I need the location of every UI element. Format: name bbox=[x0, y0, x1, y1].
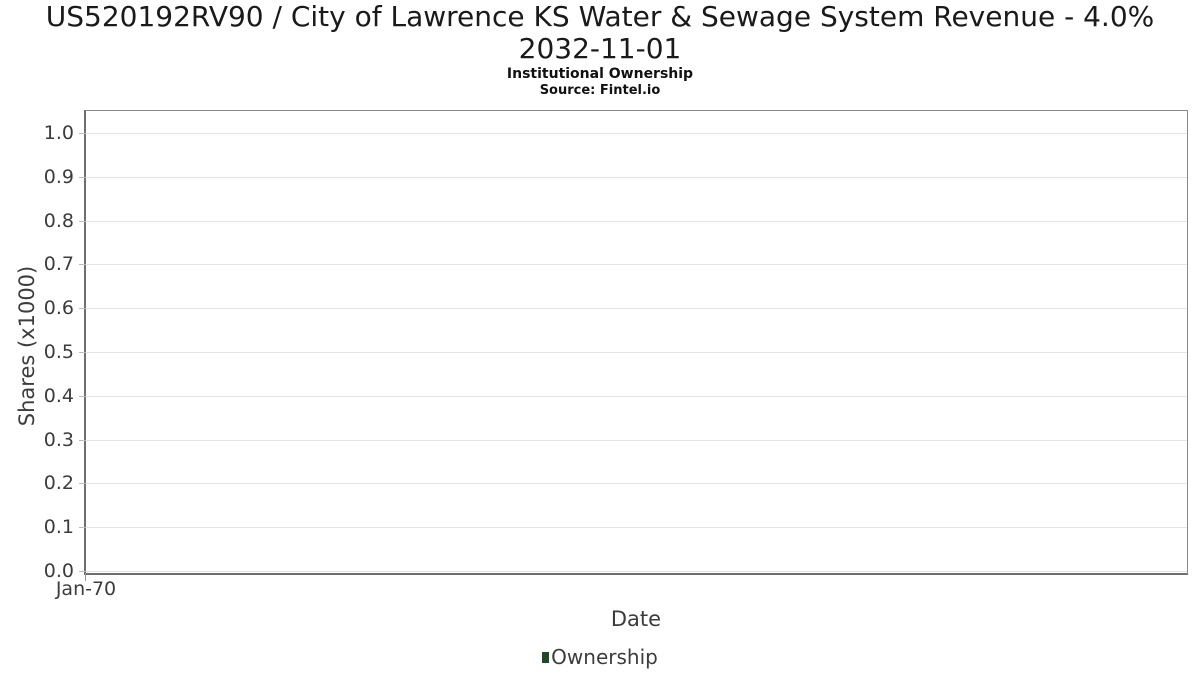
y-tick-mark bbox=[79, 527, 86, 528]
gridline bbox=[86, 352, 1187, 353]
gridline bbox=[86, 527, 1187, 528]
chart-title-line2: 2032-11-01 bbox=[518, 32, 682, 65]
chart-source: Source: Fintel.io bbox=[539, 83, 661, 98]
gridline bbox=[86, 133, 1187, 134]
y-tick-label: 0.5 bbox=[43, 341, 74, 363]
gridline bbox=[86, 396, 1187, 397]
y-tick-label: 1.0 bbox=[43, 122, 74, 144]
y-tick-label: 0.1 bbox=[43, 516, 74, 538]
y-tick-label: 0.9 bbox=[43, 166, 74, 188]
legend: Ownership bbox=[0, 645, 1200, 669]
gridline bbox=[86, 440, 1187, 441]
y-tick-mark bbox=[79, 352, 86, 353]
y-tick-mark bbox=[79, 440, 86, 441]
y-tick-mark bbox=[79, 221, 86, 222]
y-tick-label: 0.4 bbox=[43, 385, 74, 407]
gridline bbox=[86, 483, 1187, 484]
gridline bbox=[86, 221, 1187, 222]
y-tick-mark bbox=[79, 396, 86, 397]
chart-title-line1: US520192RV90 / City of Lawrence KS Water… bbox=[45, 0, 1155, 33]
y-tick-mark bbox=[79, 571, 86, 572]
gridline bbox=[86, 177, 1187, 178]
legend-swatch-ownership bbox=[542, 651, 550, 663]
y-tick-label: 0.8 bbox=[43, 210, 74, 232]
chart-title: US520192RV90 / City of Lawrence KS Water… bbox=[0, 1, 1200, 65]
x-tick-mark bbox=[85, 573, 86, 581]
gridline bbox=[86, 308, 1187, 309]
gridline bbox=[86, 571, 1187, 572]
gridline bbox=[86, 264, 1187, 265]
plot-area: 0.0 0.1 0.2 0.3 0.4 0.5 0.6 0.7 0.8 0.9 1.0 Jan-70 bbox=[44, 110, 1188, 600]
y-tick-label: 0.3 bbox=[43, 429, 74, 451]
y-tick-mark bbox=[79, 483, 86, 484]
chart-subtitle: Institutional Ownership bbox=[506, 66, 694, 82]
x-axis-label: Date bbox=[610, 607, 662, 631]
y-tick-mark bbox=[79, 264, 86, 265]
legend-label-ownership: Ownership bbox=[551, 645, 658, 669]
x-tick-label: Jan-70 bbox=[55, 578, 117, 600]
y-tick-label: 0.2 bbox=[43, 472, 74, 494]
y-tick-label: 0.0 bbox=[43, 560, 74, 582]
y-tick-mark bbox=[79, 308, 86, 309]
y-tick-mark bbox=[79, 133, 86, 134]
y-tick-mark bbox=[79, 177, 86, 178]
y-tick-label: 0.6 bbox=[43, 297, 74, 319]
y-tick-label: 0.7 bbox=[43, 253, 74, 275]
